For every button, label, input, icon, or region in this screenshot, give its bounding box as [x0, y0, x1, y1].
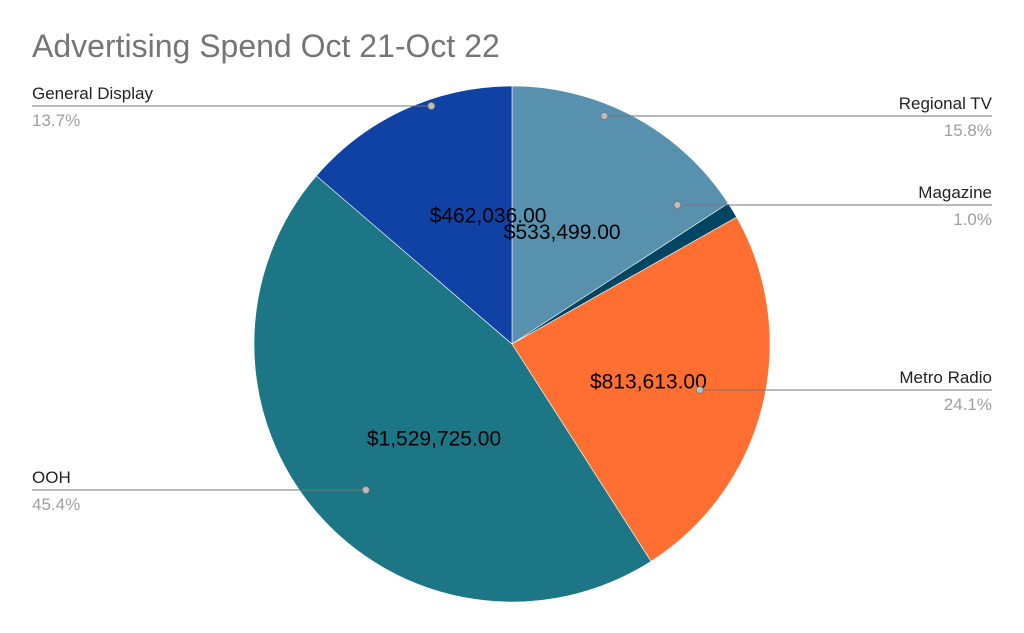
slice-values-layer: $533,499.00 $813,613.00 $1,529,725.00 $462,…	[367, 205, 707, 451]
callout-percent-general-display: 13.7%	[32, 111, 80, 130]
callouts-layer: Regional TV 15.8% Magazine 1.0% Metro Radio 2…	[32, 84, 993, 514]
callout-magazine: Magazine 1.0%	[673, 183, 992, 229]
slice-value-ooh: $1,529,725.00	[367, 428, 501, 451]
pie-slice-regional-tv	[511, 85, 729, 345]
callout-dot-regional-tv	[600, 112, 609, 120]
pie-slice-ooh	[253, 175, 652, 603]
slice-value-regional-tv: $533,499.00	[504, 221, 621, 244]
callout-ooh: OOH 45.4%	[32, 468, 370, 514]
callout-regional-tv: Regional TV 15.8%	[600, 94, 993, 140]
callout-dot-metro-radio	[695, 386, 704, 394]
callout-label-metro-radio: Metro Radio	[899, 368, 992, 387]
callout-dot-general-display	[427, 102, 436, 110]
slice-value-metro-radio: $813,613.00	[590, 371, 707, 394]
callout-percent-magazine: 1.0%	[953, 210, 992, 229]
slices-layer	[253, 85, 771, 603]
callout-dot-magazine	[673, 201, 682, 209]
callout-label-regional-tv: Regional TV	[899, 94, 993, 113]
callout-percent-regional-tv: 15.8%	[944, 121, 992, 140]
callout-general-display: General Display 13.7%	[32, 84, 436, 130]
callout-label-ooh: OOH	[32, 468, 71, 487]
callout-percent-ooh: 45.4%	[32, 495, 80, 514]
pie-slice-metro-radio	[511, 216, 771, 562]
callout-percent-metro-radio: 24.1%	[944, 395, 992, 414]
callout-label-magazine: Magazine	[918, 183, 992, 202]
callout-dot-ooh	[361, 486, 370, 494]
slice-value-general-display: $462,036.00	[430, 205, 547, 228]
callout-metro-radio: Metro Radio 24.1%	[695, 368, 992, 414]
callout-label-general-display: General Display	[32, 84, 153, 103]
chart-title: Advertising Spend Oct 21-Oct 22	[32, 28, 500, 64]
pie-slice-general-display	[315, 85, 513, 345]
